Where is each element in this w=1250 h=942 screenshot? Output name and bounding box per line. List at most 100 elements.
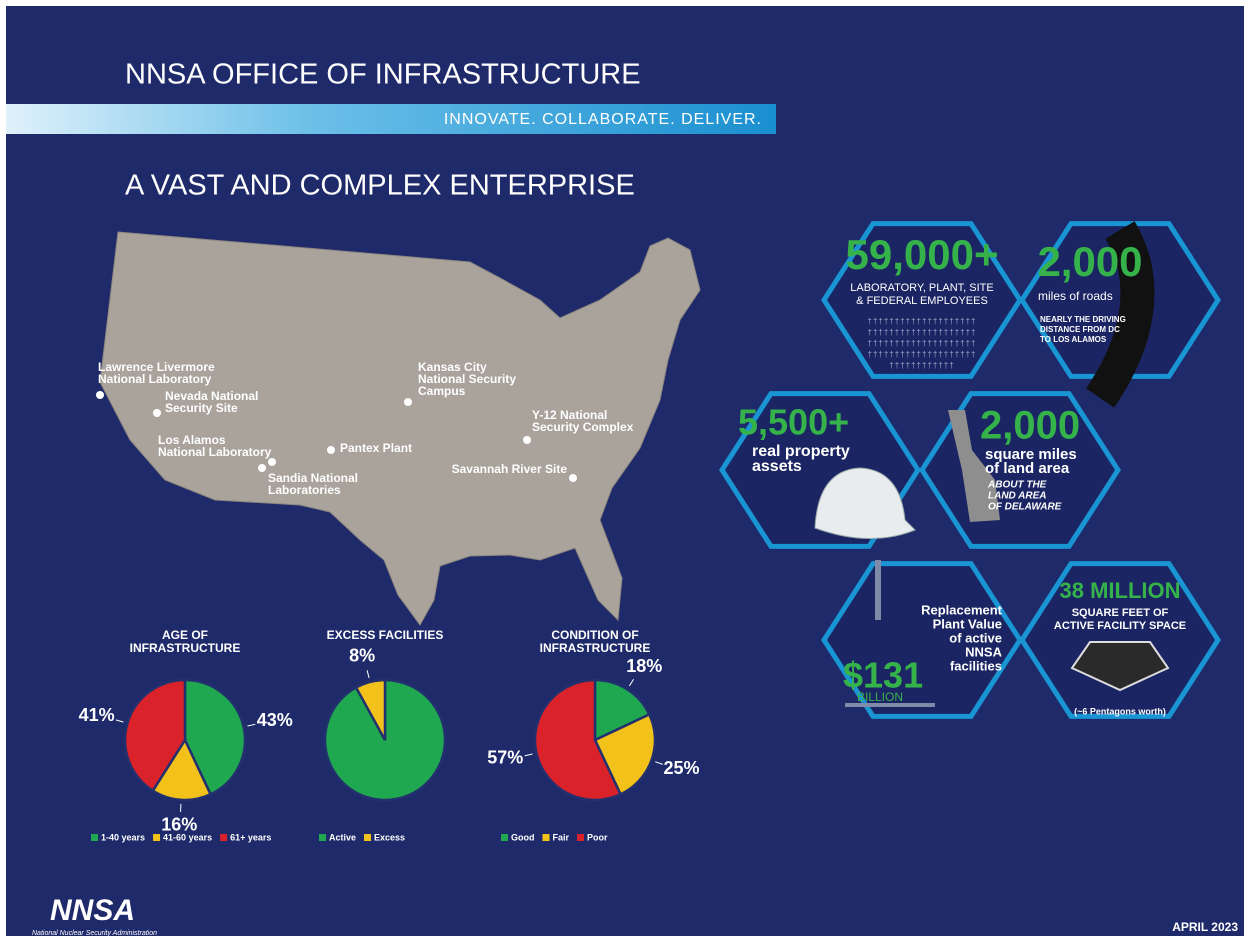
stat-text: miles of roads bbox=[1038, 289, 1113, 303]
legend-swatch bbox=[91, 834, 98, 841]
legend-label: 41-60 years bbox=[163, 832, 212, 842]
people-icons: †††††††††††††††††††† bbox=[868, 339, 977, 348]
stat-text: Replacement bbox=[921, 602, 1003, 617]
pie-slice bbox=[593, 678, 651, 742]
tagline-band bbox=[6, 104, 776, 134]
legend-label: Fair bbox=[553, 832, 570, 842]
label-leader bbox=[366, 670, 370, 679]
stat-text: assets bbox=[752, 458, 802, 475]
pentagon bbox=[1070, 641, 1170, 692]
site-label: Pantex Plant bbox=[340, 441, 412, 455]
stat-text: Plant Value bbox=[933, 616, 1002, 631]
hexagon bbox=[1019, 221, 1221, 379]
pie-value-label: 41% bbox=[79, 705, 115, 725]
pie-title: EXCESS FACILITIES bbox=[327, 628, 444, 642]
site-label: Savannah River Site bbox=[452, 462, 568, 476]
stat-text: SQUARE FEET OF bbox=[1072, 607, 1169, 619]
pie-slice bbox=[123, 678, 187, 793]
site-dot bbox=[327, 446, 335, 454]
stat-note: (~6 Pentagons worth) bbox=[1074, 706, 1166, 716]
stat-number: 2,000 bbox=[980, 404, 1080, 448]
pie-slice bbox=[151, 737, 213, 802]
legend-swatch bbox=[153, 834, 161, 841]
label-leader bbox=[247, 723, 256, 727]
pie-value-label: 57% bbox=[487, 748, 523, 768]
site-dot bbox=[258, 464, 266, 472]
stat-text: facilities bbox=[950, 658, 1002, 673]
site-label: Lawrence Livermore bbox=[98, 360, 215, 374]
date: APRIL 2023 bbox=[1172, 920, 1238, 934]
stat-note: LAND AREA bbox=[988, 491, 1047, 502]
stat-text: of land area bbox=[985, 460, 1070, 477]
pie-slice bbox=[354, 678, 387, 741]
stat-text: NNSA bbox=[965, 644, 1002, 659]
site-label: Campus bbox=[418, 384, 466, 398]
legend-label: Active bbox=[329, 832, 356, 842]
site-dot bbox=[153, 409, 161, 417]
delaware bbox=[948, 410, 1000, 522]
site-dot bbox=[268, 458, 276, 466]
site-dot bbox=[96, 391, 104, 399]
stat-text: & FEDERAL EMPLOYEES bbox=[856, 295, 988, 307]
site-label: National Security bbox=[418, 372, 516, 386]
stat-note: OF DELAWARE bbox=[988, 502, 1062, 513]
people-icons: †††††††††††††††††††† bbox=[868, 350, 977, 359]
label-leader bbox=[628, 678, 635, 687]
label-leader bbox=[115, 719, 124, 723]
people-icons: †††††††††††† bbox=[889, 361, 954, 370]
pie-value-label: 16% bbox=[161, 815, 197, 835]
pie-slice bbox=[533, 678, 623, 802]
stat-note: ABOUT THE bbox=[987, 480, 1047, 491]
legend-label: 1-40 years bbox=[101, 832, 145, 842]
pie-value-label: 43% bbox=[257, 710, 293, 730]
legend-swatch bbox=[220, 834, 228, 841]
us-map bbox=[99, 231, 701, 626]
pie-value-label: 18% bbox=[626, 656, 662, 676]
site-dot bbox=[569, 474, 577, 482]
stat-number: 5,500+ bbox=[738, 402, 849, 443]
site-label: Los Alamos bbox=[158, 433, 226, 447]
legend-label: Poor bbox=[587, 832, 608, 842]
stat-note: NEARLY THE DRIVING bbox=[1040, 315, 1126, 324]
stat-unit: BILLION bbox=[857, 690, 903, 704]
pie-slice bbox=[183, 678, 247, 796]
stat-text: square miles bbox=[985, 446, 1077, 463]
hexagon bbox=[821, 561, 1023, 719]
title: NNSA OFFICE OF INFRASTRUCTURE bbox=[125, 59, 641, 91]
site-label: Kansas City bbox=[418, 360, 487, 374]
site-label: Sandia National bbox=[268, 471, 358, 485]
site-dot bbox=[523, 436, 531, 444]
stat-text: real property bbox=[752, 443, 850, 460]
stat-number: 2,000 bbox=[1037, 238, 1142, 285]
stat-number: 59,000+ bbox=[846, 231, 999, 278]
people-icons: †††††††††††††††††††† bbox=[868, 328, 977, 337]
legend-label: Good bbox=[511, 832, 535, 842]
site-label: Security Complex bbox=[532, 420, 634, 434]
pie-title: AGE OF bbox=[162, 628, 208, 642]
legend-label: Excess bbox=[374, 832, 405, 842]
legend-swatch bbox=[364, 834, 372, 841]
logo: NNSA bbox=[50, 894, 135, 927]
legend-swatch bbox=[577, 834, 585, 841]
stat-text: ACTIVE FACILITY SPACE bbox=[1054, 620, 1186, 632]
stat-number: 38 MILLION bbox=[1059, 578, 1180, 603]
label-leader bbox=[655, 761, 663, 765]
site-dot bbox=[404, 398, 412, 406]
stat-note: TO LOS ALAMOS bbox=[1040, 335, 1107, 344]
legend-swatch bbox=[319, 834, 326, 841]
stat-number: $131 bbox=[843, 655, 923, 696]
pie-title: INFRASTRUCTURE bbox=[540, 641, 651, 655]
hexagon bbox=[1019, 561, 1221, 719]
pie-value-label: 8% bbox=[349, 645, 375, 665]
label-leader bbox=[179, 803, 182, 812]
site-label: National Laboratory bbox=[158, 445, 272, 459]
legend-swatch bbox=[542, 834, 550, 841]
people-icons: †††††††††††††††††††† bbox=[868, 317, 977, 326]
hexagon bbox=[821, 221, 1023, 379]
tagline: INNOVATE. COLLABORATE. DELIVER. bbox=[444, 111, 762, 128]
site-label: Nevada National bbox=[165, 389, 258, 403]
site-label: Security Site bbox=[165, 401, 238, 415]
pie-value-label: 25% bbox=[664, 758, 700, 778]
site-label: Y-12 National bbox=[532, 408, 607, 422]
